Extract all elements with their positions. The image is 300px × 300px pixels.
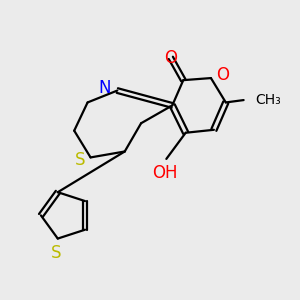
Text: S: S [51, 244, 62, 262]
Text: O: O [216, 66, 229, 84]
Text: OH: OH [152, 164, 178, 182]
Text: N: N [98, 79, 111, 97]
Text: S: S [75, 152, 85, 169]
Text: O: O [164, 49, 177, 67]
Text: CH₃: CH₃ [255, 93, 281, 107]
